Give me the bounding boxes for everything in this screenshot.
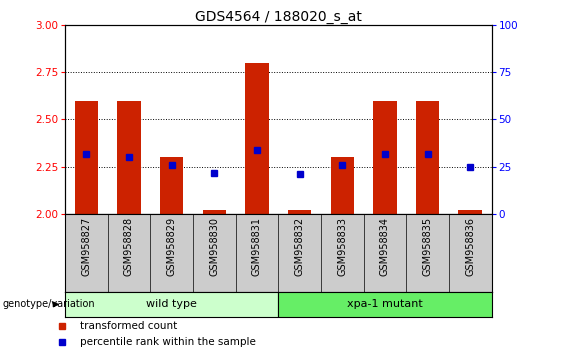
Bar [245,63,269,214]
Bar [65,292,278,317]
Text: GSM958834: GSM958834 [380,217,390,275]
Text: transformed count: transformed count [80,321,177,331]
Text: GSM958833: GSM958833 [337,217,347,275]
Bar [331,157,354,214]
Text: GSM958836: GSM958836 [465,217,475,275]
Text: GSM958832: GSM958832 [294,217,305,276]
Text: GSM958828: GSM958828 [124,217,134,276]
Bar [75,101,98,214]
Text: GSM958827: GSM958827 [81,217,92,276]
Text: genotype/variation: genotype/variation [3,299,95,309]
Bar [160,157,184,214]
Bar [458,210,482,214]
Bar [279,292,492,317]
Bar [202,210,226,214]
Bar [288,210,311,214]
Text: wild type: wild type [146,299,197,309]
Text: GSM958835: GSM958835 [423,217,433,276]
Text: xpa-1 mutant: xpa-1 mutant [347,299,423,309]
Text: GSM958829: GSM958829 [167,217,177,276]
Text: GSM958830: GSM958830 [209,217,219,275]
Text: GSM958831: GSM958831 [252,217,262,275]
Bar [117,101,141,214]
Bar [416,101,440,214]
Bar [373,101,397,214]
Title: GDS4564 / 188020_s_at: GDS4564 / 188020_s_at [195,10,362,24]
Text: percentile rank within the sample: percentile rank within the sample [80,337,256,347]
